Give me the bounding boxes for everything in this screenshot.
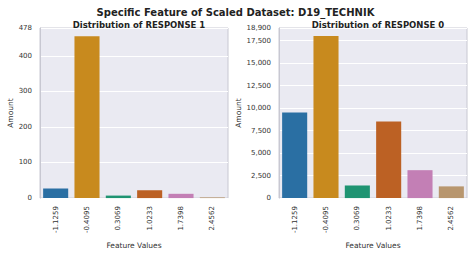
svg-text:1.0233: 1.0233	[385, 206, 393, 231]
svg-text:-1.1259: -1.1259	[52, 206, 60, 233]
svg-text:0.3069: 0.3069	[114, 206, 122, 231]
svg-text:300: 300	[19, 87, 32, 95]
svg-text:Amount: Amount	[6, 98, 15, 128]
svg-text:Specific Feature of Scaled Dat: Specific Feature of Scaled Dataset: D19_…	[97, 7, 376, 19]
svg-text:-1.1259: -1.1259	[291, 206, 299, 233]
svg-text:-0.4095: -0.4095	[83, 206, 91, 233]
svg-text:5,000: 5,000	[251, 149, 271, 157]
svg-text:15,000: 15,000	[247, 59, 272, 67]
svg-text:2.4562: 2.4562	[208, 206, 216, 231]
svg-text:1.7398: 1.7398	[177, 206, 185, 231]
svg-text:2.4562: 2.4562	[447, 206, 455, 231]
svg-text:478: 478	[19, 24, 32, 32]
svg-text:-0.4095: -0.4095	[322, 206, 330, 233]
svg-text:Feature Values: Feature Values	[345, 241, 400, 250]
svg-text:17,500: 17,500	[247, 37, 272, 45]
svg-text:10,000: 10,000	[247, 104, 272, 112]
svg-text:Distribution of RESPONSE 0: Distribution of RESPONSE 0	[312, 20, 445, 30]
svg-text:1.0233: 1.0233	[146, 206, 154, 231]
svg-text:Distribution of RESPONSE 1: Distribution of RESPONSE 1	[73, 20, 206, 30]
svg-text:100: 100	[19, 158, 32, 166]
svg-text:0: 0	[267, 194, 271, 202]
svg-text:2,500: 2,500	[251, 172, 271, 180]
svg-text:0.3069: 0.3069	[353, 206, 361, 231]
svg-text:18,900: 18,900	[247, 24, 272, 32]
svg-text:Amount: Amount	[234, 98, 243, 128]
svg-text:0: 0	[28, 194, 32, 202]
svg-text:400: 400	[19, 52, 32, 60]
svg-text:12,500: 12,500	[247, 82, 272, 90]
svg-text:Feature Values: Feature Values	[106, 241, 161, 250]
svg-text:200: 200	[19, 123, 32, 131]
svg-text:7,500: 7,500	[251, 127, 271, 135]
svg-text:1.7398: 1.7398	[416, 206, 424, 231]
